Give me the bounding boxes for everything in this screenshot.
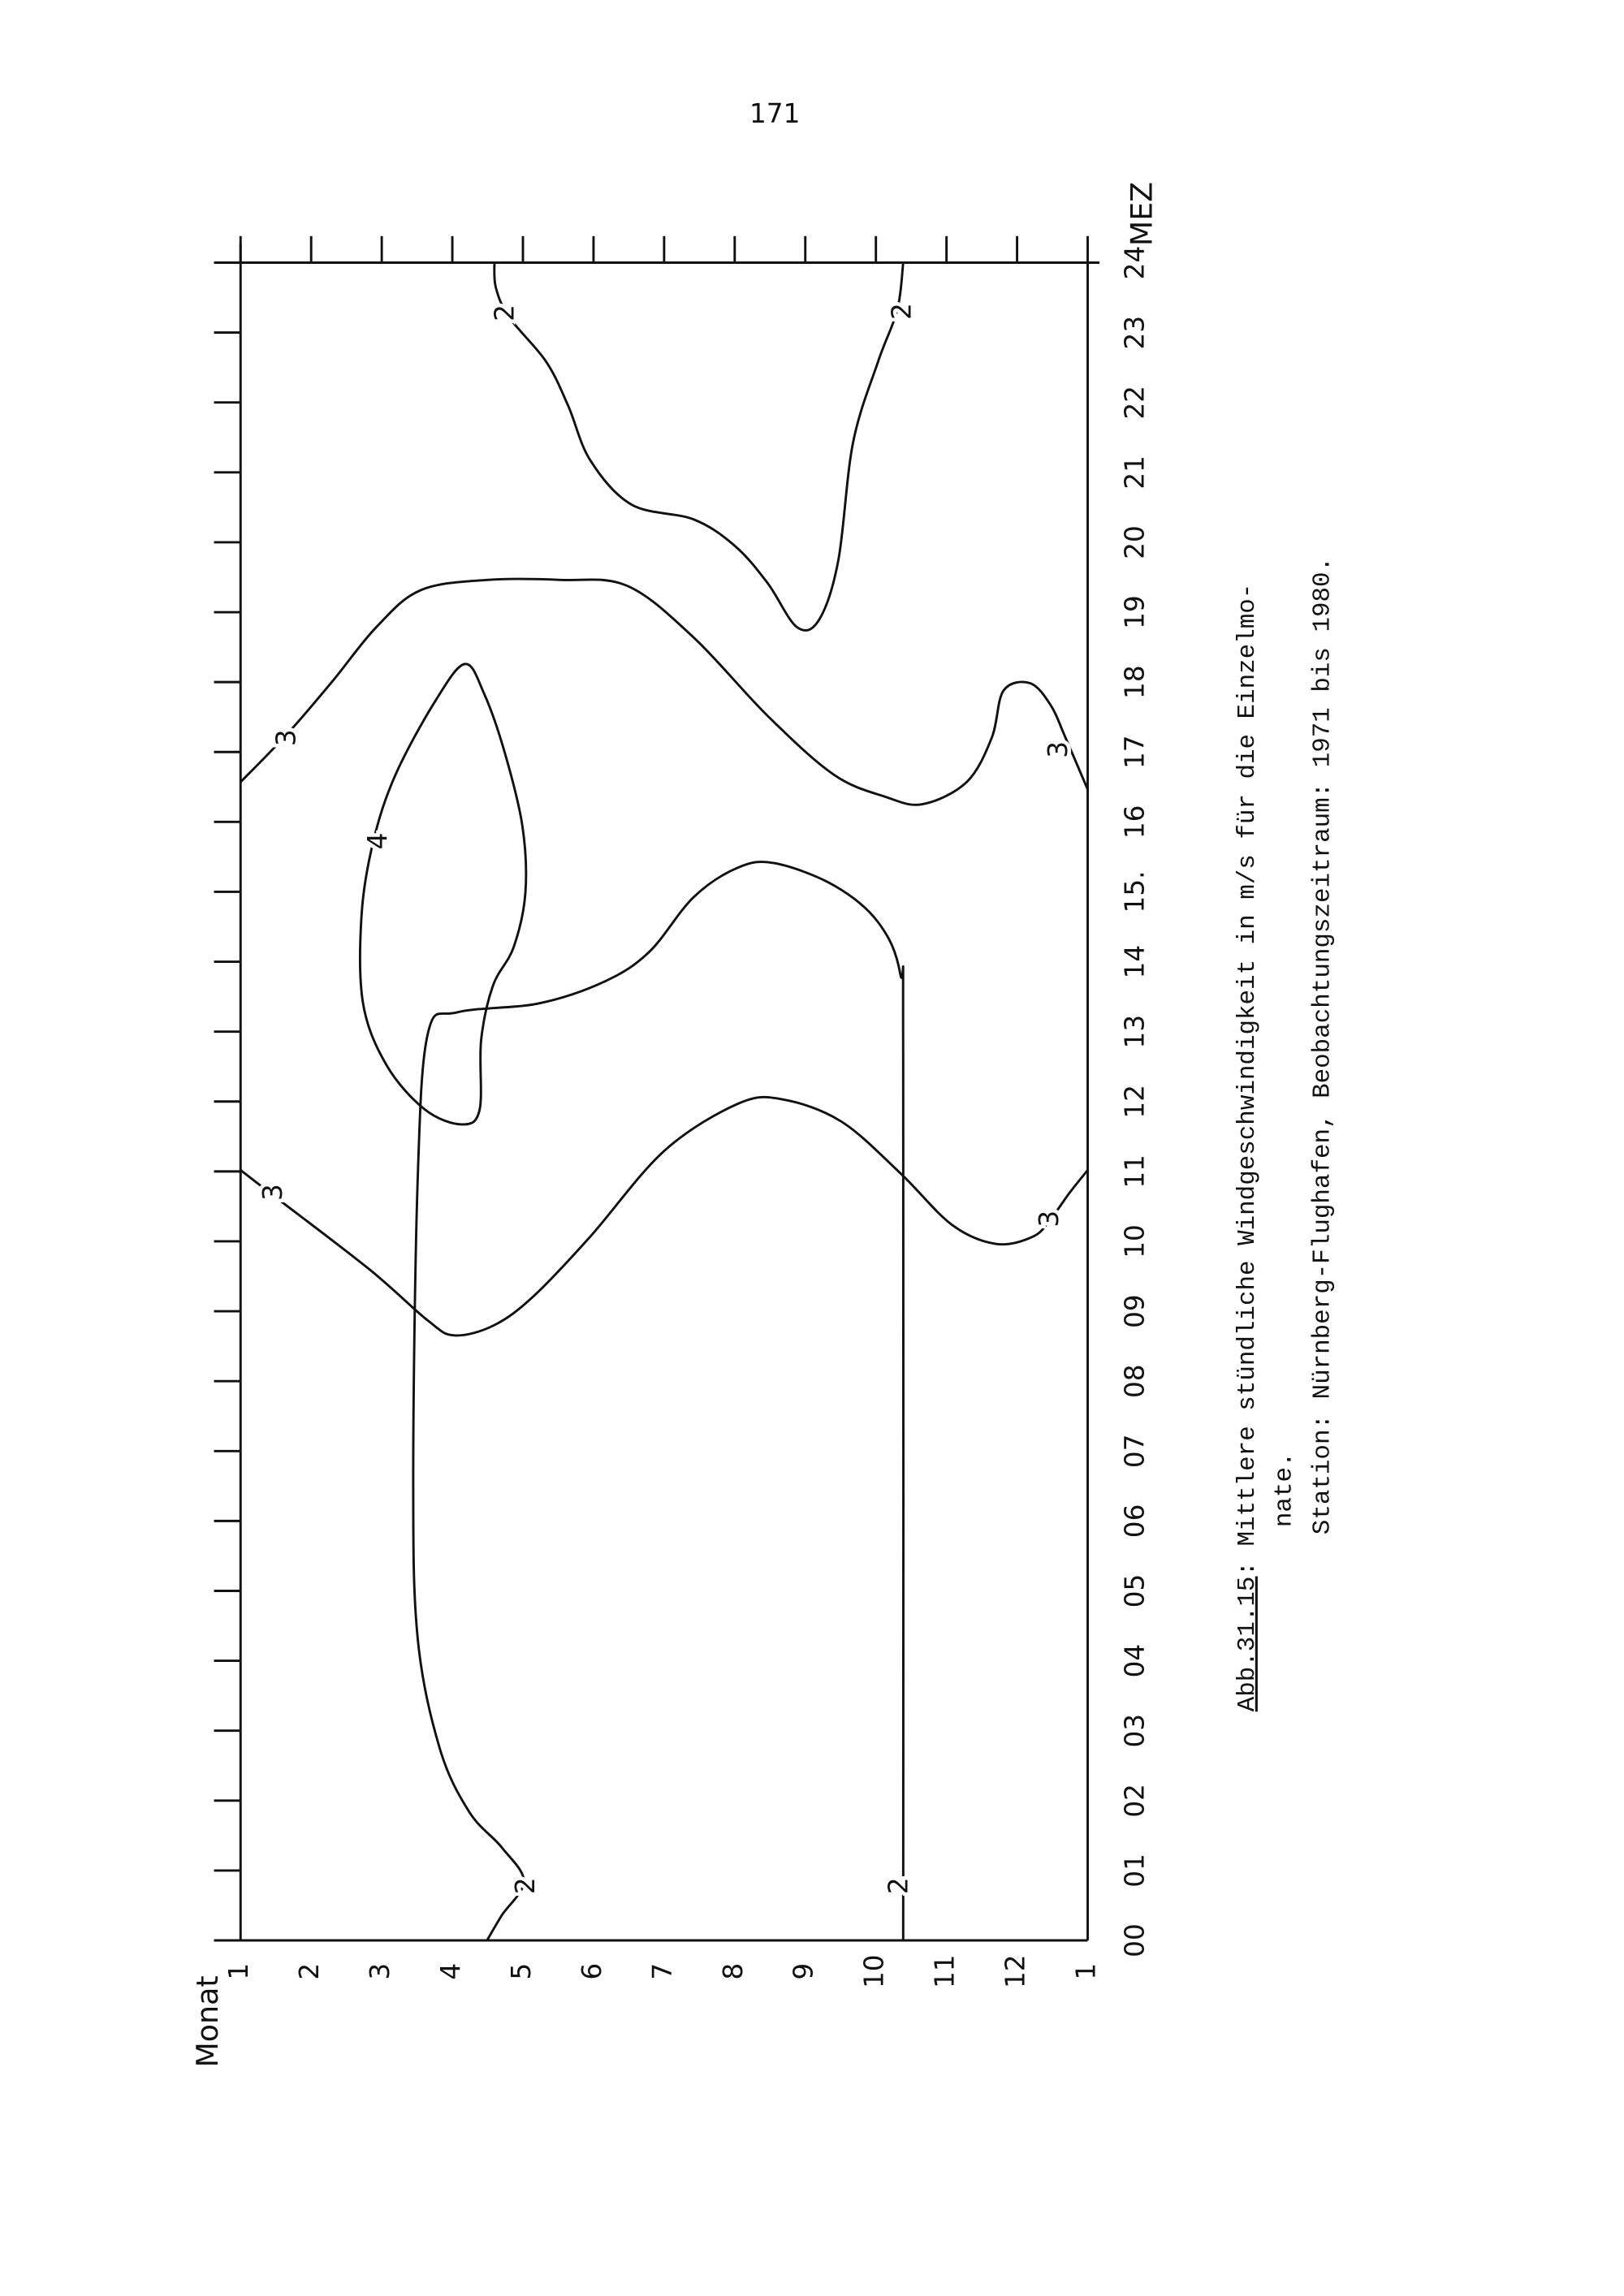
caption-label: Abb.31.15 xyxy=(1233,1577,1262,1712)
hour-label: 23 xyxy=(1119,316,1150,350)
hour-label: 20 xyxy=(1119,525,1150,559)
hour-label: 00 xyxy=(1119,1923,1150,1957)
hour-label: 15. xyxy=(1119,870,1150,913)
isoline xyxy=(240,1095,1089,1337)
hour-label: 08 xyxy=(1119,1364,1150,1398)
month-label: 1 xyxy=(223,1963,254,1980)
month-label: 12 xyxy=(1000,1954,1031,1988)
caption-line-2: nate. xyxy=(1270,1452,1298,1527)
month-label: 10 xyxy=(859,1954,890,1988)
hour-label: 11 xyxy=(1119,1154,1150,1189)
hour-label: 13 xyxy=(1119,1015,1150,1049)
page-number: 171 xyxy=(749,98,800,129)
hour-label: 16 xyxy=(1119,805,1150,839)
contour-label: 4 xyxy=(362,833,393,850)
x-axis-label: MEZ xyxy=(1125,182,1160,246)
hour-label: 07 xyxy=(1119,1434,1150,1468)
hour-label: 21 xyxy=(1119,455,1150,490)
month-label: 4 xyxy=(435,1963,466,1980)
hour-label: 18 xyxy=(1119,665,1150,699)
month-label: 6 xyxy=(577,1963,607,1980)
caption-text: : Mittlere stündliche Windgeschwindigkei… xyxy=(1233,584,1262,1577)
hour-label: 19 xyxy=(1119,595,1150,629)
month-label: 7 xyxy=(647,1963,678,1980)
month-label: 11 xyxy=(930,1954,961,1988)
hour-label: 24 xyxy=(1119,246,1150,280)
hour-label: 05 xyxy=(1119,1574,1150,1608)
hour-label: 01 xyxy=(1119,1854,1150,1888)
isoline xyxy=(240,577,1089,806)
hour-label: 03 xyxy=(1119,1714,1150,1748)
month-label: 8 xyxy=(718,1963,749,1980)
hour-label: 22 xyxy=(1119,386,1150,420)
contour-label: 3 xyxy=(1034,1211,1065,1228)
contour-label: 2 xyxy=(886,303,917,320)
month-label: 9 xyxy=(788,1963,819,1980)
hour-label: 10 xyxy=(1119,1224,1150,1258)
hour-label: 12 xyxy=(1119,1085,1150,1119)
contour-label: 3 xyxy=(1043,741,1073,758)
isoline xyxy=(412,861,905,1941)
month-label: 5 xyxy=(506,1963,537,1980)
contour-label: 2 xyxy=(489,304,520,322)
contour-label: 2 xyxy=(883,1877,914,1894)
contour-label: 3 xyxy=(257,1184,288,1201)
hour-label: 14 xyxy=(1119,945,1150,979)
isoline xyxy=(359,662,528,1126)
contour-label: 2 xyxy=(510,1877,541,1894)
hour-label: 06 xyxy=(1119,1504,1150,1539)
month-label: 3 xyxy=(365,1963,395,1980)
hour-label: 09 xyxy=(1119,1294,1150,1328)
hour-label: 17 xyxy=(1119,735,1150,769)
month-label: 2 xyxy=(294,1963,325,1980)
isoline xyxy=(493,262,905,632)
contour-label: 3 xyxy=(270,729,301,746)
figure: 171 Monat MEZ Abb.31.15: Mittlere stündl… xyxy=(190,98,1337,2068)
caption-line-1: Abb.31.15: Mittlere stündliche Windgesch… xyxy=(1233,584,1262,1712)
y-axis-label: Monat xyxy=(190,1975,225,2067)
month-label: 1 xyxy=(1070,1963,1101,1980)
hour-label: 02 xyxy=(1119,1784,1150,1818)
hour-label: 04 xyxy=(1119,1644,1150,1678)
caption-line-3: Station: Nürnberg-Flughafen, Beobachtung… xyxy=(1309,557,1337,1534)
